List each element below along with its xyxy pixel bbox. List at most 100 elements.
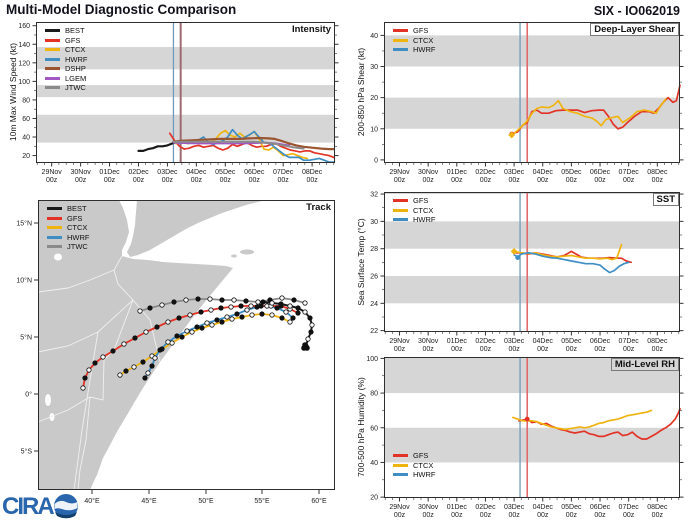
y-tick-label: 100 (366, 356, 378, 363)
legend-item: BEST (45, 26, 88, 36)
y-tick-label: 160 (18, 23, 30, 30)
legend-swatch-jtwc (45, 86, 60, 90)
legend-swatch-best (47, 207, 62, 211)
track-position-marker (204, 320, 210, 326)
intensity-legend: BEST GFS CTCX HWRF DSHP LGEM JTWC (45, 26, 88, 93)
legend-item: GFS (47, 214, 90, 224)
x-tick-label: 00z (566, 177, 578, 184)
track-position-marker (229, 316, 235, 322)
x-tick-label: 02Dec (475, 338, 496, 345)
track-position-marker (117, 372, 123, 378)
track-position-marker (218, 305, 224, 311)
intensity-series-hwrf (172, 128, 335, 163)
legend-label: LGEM (65, 73, 87, 83)
y-tick-label: 20 (370, 495, 378, 502)
x-tick-label: 00z (508, 177, 520, 184)
legend-label: BEST (67, 204, 87, 213)
x-tick-label: 08Dec (647, 169, 668, 176)
x-tick-label: 30Nov (70, 169, 91, 176)
legend-item: HWRF (47, 233, 90, 243)
x-tick-label: 03Dec (504, 338, 525, 345)
legend-swatch-ctcx (393, 38, 408, 42)
track-position-marker (259, 311, 265, 317)
x-tick-label: 00z (423, 512, 435, 519)
track-position-marker (295, 305, 301, 311)
x-tick-label: 00z (451, 177, 463, 184)
cira-globe-icon (54, 494, 78, 519)
x-tick-label: 29Nov (389, 504, 410, 511)
x-tick-label: 07Dec (619, 169, 640, 176)
series-marker (510, 248, 518, 255)
shear-series-ctcx (510, 98, 667, 136)
category-band (384, 35, 680, 67)
legend-swatch-gfs (393, 29, 408, 33)
x-tick-label: 00z (508, 512, 520, 519)
track-position-marker (183, 297, 189, 303)
cira-logo-graphic: CIRA (2, 493, 78, 520)
mid-level-rh-panel: Mid-Level RH GFS CTCX HWRF 29Nov 00z 30Nov 00… (366, 356, 684, 519)
x-tick-label: 00z (480, 346, 492, 353)
y-tick-label: 120 (18, 60, 30, 67)
category-band (36, 85, 335, 98)
track-position-marker (80, 385, 86, 391)
x-tick-label: 00z (508, 346, 520, 353)
legend-label: GFS (413, 451, 429, 460)
shear-y-axis-label: 200-850 hPa Shear (kt) (356, 47, 366, 137)
track-position-marker (154, 324, 160, 330)
panel-frame (36, 22, 335, 163)
x-tick-label: 00z (220, 177, 232, 184)
series-marker (524, 416, 530, 422)
country-border (37, 269, 115, 293)
y-tick-label: 32 (370, 192, 378, 199)
track-map-panel: Track BEST GFS CTCX HWRF JTWC 15°N 10°N 5°N 0° 5… (16, 200, 335, 505)
x-tick-label: 01Dec (447, 504, 468, 511)
legend-label: CTCX (67, 223, 88, 232)
x-tick-label: 04Dec (186, 169, 207, 176)
track-position-marker (143, 329, 149, 335)
legend-label: GFS (65, 35, 81, 45)
x-tick-label: 01Dec (99, 169, 120, 176)
track-position-marker (165, 339, 171, 345)
x-tick-label: 00z (104, 177, 116, 184)
track-position-marker (194, 324, 200, 330)
x-tick-label: 02Dec (128, 169, 149, 176)
legend-label: CTCX (65, 45, 86, 54)
legend-swatch-hwrf (393, 218, 408, 222)
track-position-marker (149, 363, 155, 369)
legend-label: HWRF (67, 232, 90, 242)
x-tick-label: 00z (566, 346, 578, 353)
legend-label: DSHP (65, 64, 86, 73)
x-tick-label: 01Dec (447, 169, 468, 176)
intensity-panel-label: Intensity (291, 24, 331, 35)
legend-swatch-hwrf (47, 235, 62, 239)
shear-chart: 29Nov00z30Nov00z01Dec00z02Dec00z03Dec00z… (370, 22, 684, 184)
legend-swatch-hwrf (393, 473, 408, 477)
legend-swatch-gfs (393, 199, 408, 203)
x-tick-label: 29Nov (42, 169, 63, 176)
y-tick-label: 100 (18, 79, 30, 86)
track-position-marker (302, 309, 308, 315)
x-tick-label: 30Nov (418, 504, 439, 511)
x-tick-label: 30Nov (418, 169, 439, 176)
y-tick-label: 80 (22, 97, 30, 104)
track-position-marker (123, 368, 129, 374)
legend-label: JTWC (67, 242, 88, 251)
rh-chart: 29Nov00z30Nov00z01Dec00z02Dec00z03Dec00z… (366, 356, 684, 519)
intensity-y-axis-label: 10m Max Wind Speed (kt) (8, 42, 18, 142)
intensity-series-gfs (168, 132, 335, 159)
legend-item: LGEM (45, 74, 88, 84)
x-tick-label: 00z (278, 177, 290, 184)
x-tick-label: 04Dec (533, 504, 554, 511)
track-map: 15°N 10°N 5°N 0° 5°S 40°E 45°E 50°E 55°E 60°E (16, 200, 335, 505)
track-position-marker (248, 303, 254, 309)
x-tick-label: 05Dec (561, 504, 582, 511)
x-tick-label: 03Dec (157, 169, 178, 176)
track-position-marker (305, 336, 311, 342)
y-tick-label: 20 (22, 153, 30, 160)
lat-tick-label: 15°N (16, 220, 32, 228)
x-tick-label: 05Dec (215, 169, 236, 176)
track-position-marker (137, 308, 143, 314)
legend-item: JTWC (47, 242, 90, 252)
x-tick-label: 00z (423, 346, 435, 353)
x-tick-label: 00z (423, 177, 435, 184)
